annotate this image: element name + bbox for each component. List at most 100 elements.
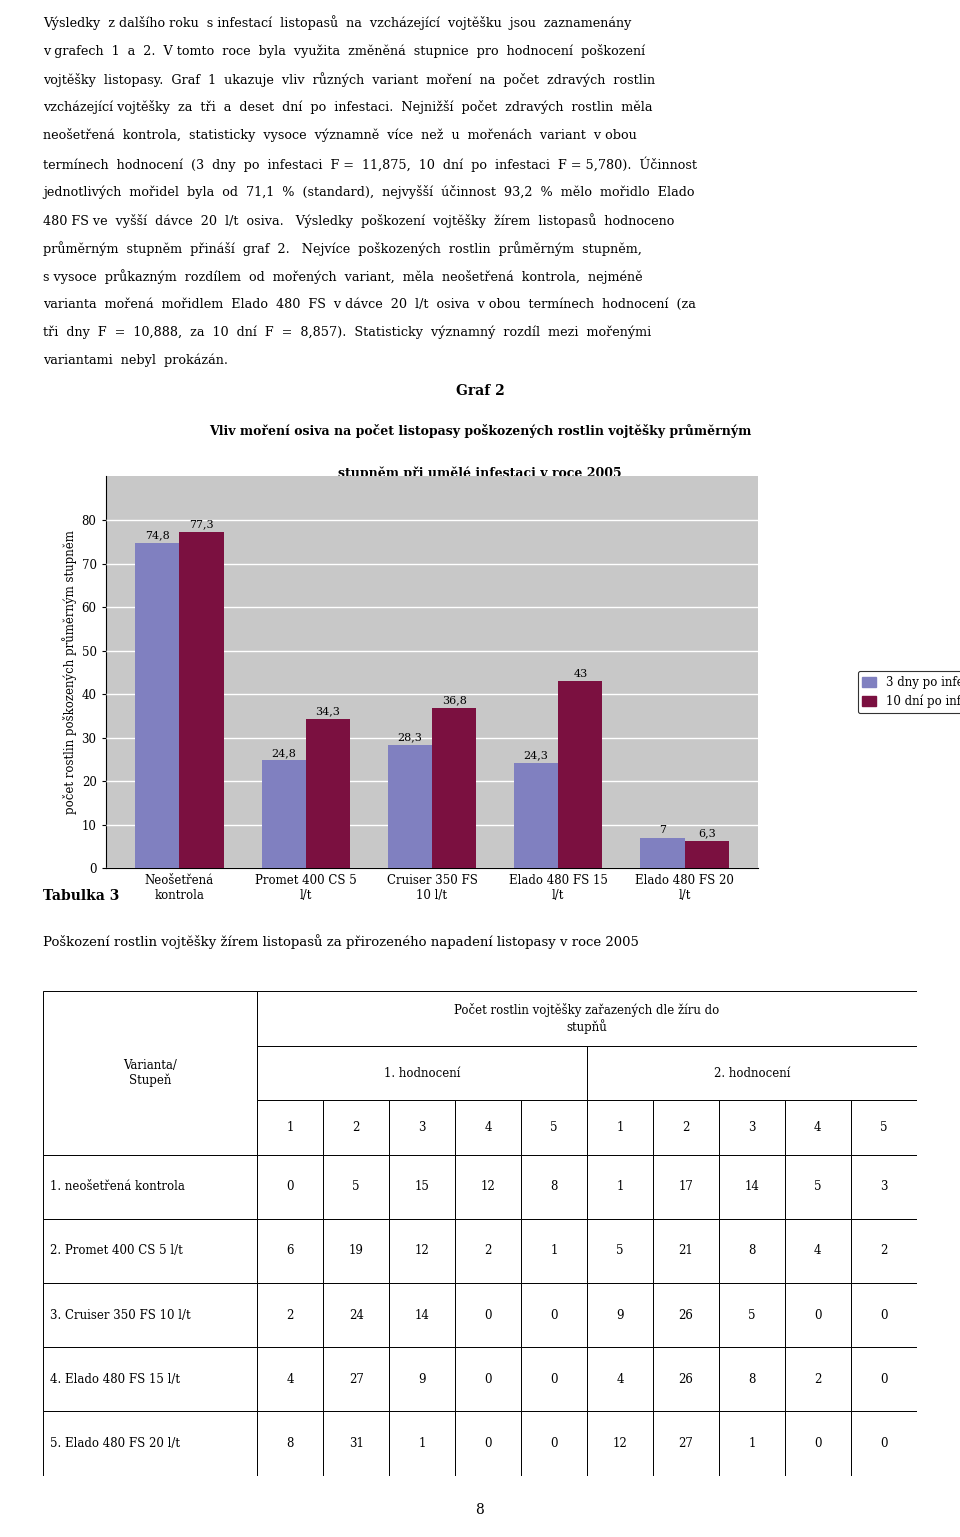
Text: 1: 1	[616, 1180, 624, 1193]
Bar	[324, 1100, 389, 1154]
Text: 31: 31	[348, 1437, 364, 1449]
Text: 0: 0	[880, 1373, 888, 1386]
Text: vzcházející vojtěšky  za  tři  a  deset  dní  po  infestaci.  Nejnižší  počet  z: vzcházející vojtěšky za tři a deset dní …	[43, 100, 653, 114]
Bar	[521, 1219, 587, 1283]
Text: 5. Elado 480 FS 20 l/t: 5. Elado 480 FS 20 l/t	[50, 1437, 180, 1449]
Text: 1. neošetřená kontrola: 1. neošetřená kontrola	[50, 1180, 185, 1193]
Text: 5: 5	[814, 1180, 822, 1193]
Text: 17: 17	[679, 1180, 693, 1193]
Text: 4: 4	[814, 1120, 822, 1134]
Text: 0: 0	[286, 1180, 294, 1193]
Text: 1: 1	[616, 1120, 624, 1134]
Text: 0: 0	[550, 1373, 558, 1386]
Legend: 3 dny po infestaci, 10 dní po infestaci: 3 dny po infestaci, 10 dní po infestaci	[857, 672, 960, 713]
Text: 4: 4	[485, 1120, 492, 1134]
Text: 4: 4	[286, 1373, 294, 1386]
Text: 77,3: 77,3	[189, 520, 214, 529]
Bar	[851, 1100, 917, 1154]
Text: 8: 8	[748, 1245, 756, 1257]
Bar	[521, 1283, 587, 1348]
Bar	[257, 1154, 324, 1219]
Bar	[521, 1348, 587, 1411]
Text: 2: 2	[880, 1245, 887, 1257]
Text: 3: 3	[419, 1120, 426, 1134]
Text: 4: 4	[616, 1373, 624, 1386]
Text: 2: 2	[485, 1245, 492, 1257]
Text: Graf 2: Graf 2	[456, 384, 504, 398]
Bar	[587, 1283, 653, 1348]
Text: varianta  mořená  mořidlem  Elado  480  FS  v dávce  20  l/t  osiva  v obou  ter: varianta mořená mořidlem Elado 480 FS v …	[43, 298, 696, 310]
Text: 24: 24	[348, 1308, 364, 1322]
Text: 6,3: 6,3	[698, 828, 715, 838]
Text: 0: 0	[814, 1308, 822, 1322]
Bar	[43, 1283, 257, 1348]
Text: 8: 8	[550, 1180, 558, 1193]
Bar	[559, 681, 603, 868]
Bar	[257, 991, 917, 1045]
Bar	[455, 1411, 521, 1476]
Text: 2: 2	[352, 1120, 360, 1134]
Text: 5: 5	[880, 1120, 888, 1134]
Text: jednotlivých  mořidel  byla  od  71,1  %  (standard),  nejvyšší  účinnost  93,2 : jednotlivých mořidel byla od 71,1 % (sta…	[43, 184, 695, 198]
Bar	[653, 1100, 719, 1154]
Bar	[719, 1283, 785, 1348]
Text: Výsledky  z dalšího roku  s infestací  listopasů  na  vzcházející  vojtěšku  jso: Výsledky z dalšího roku s infestací list…	[43, 15, 632, 31]
Bar	[389, 1154, 455, 1219]
Text: Vliv moření osiva na počet listopasy poškozených rostlin vojtěšky průměrným: Vliv moření osiva na počet listopasy poš…	[209, 424, 751, 438]
Text: průměrným  stupněm  přináší  graf  2.   Nejvíce  poškozených  rostlin  průměrným: průměrným stupněm přináší graf 2. Nejvíc…	[43, 241, 642, 257]
Text: 1: 1	[419, 1437, 426, 1449]
Text: 5: 5	[352, 1180, 360, 1193]
Text: 1. hodnocení: 1. hodnocení	[384, 1067, 460, 1079]
Text: 2: 2	[683, 1120, 689, 1134]
Bar	[257, 1348, 324, 1411]
Text: 1: 1	[550, 1245, 558, 1257]
Bar	[785, 1348, 851, 1411]
Text: 12: 12	[481, 1180, 495, 1193]
Bar	[719, 1219, 785, 1283]
Bar	[521, 1411, 587, 1476]
Bar	[455, 1283, 521, 1348]
Text: 15: 15	[415, 1180, 429, 1193]
Bar	[257, 1411, 324, 1476]
Text: 0: 0	[814, 1437, 822, 1449]
Bar	[653, 1154, 719, 1219]
Bar	[785, 1154, 851, 1219]
Text: 2: 2	[814, 1373, 822, 1386]
Bar	[514, 762, 559, 868]
Bar	[257, 1283, 324, 1348]
Text: 12: 12	[415, 1245, 429, 1257]
Text: 0: 0	[485, 1437, 492, 1449]
Text: Poškození rostlin vojtěšky žírem listopasů za přirozeného napadení listopasy v r: Poškození rostlin vojtěšky žírem listopa…	[43, 933, 639, 948]
Bar	[324, 1154, 389, 1219]
Text: 7: 7	[659, 825, 666, 835]
Text: 21: 21	[679, 1245, 693, 1257]
Text: 2. hodnocení: 2. hodnocení	[713, 1067, 790, 1079]
Text: 3: 3	[880, 1180, 888, 1193]
Text: 1: 1	[748, 1437, 756, 1449]
Text: 12: 12	[612, 1437, 628, 1449]
Text: 0: 0	[880, 1437, 888, 1449]
Bar	[389, 1283, 455, 1348]
Bar	[389, 1348, 455, 1411]
Bar	[851, 1411, 917, 1476]
Text: 5: 5	[748, 1308, 756, 1322]
Bar	[521, 1154, 587, 1219]
Text: 3. Cruiser 350 FS 10 l/t: 3. Cruiser 350 FS 10 l/t	[50, 1308, 191, 1322]
Bar	[719, 1100, 785, 1154]
Text: 14: 14	[415, 1308, 429, 1322]
Text: 19: 19	[348, 1245, 364, 1257]
Bar	[261, 761, 305, 868]
Bar	[653, 1348, 719, 1411]
Text: 27: 27	[679, 1437, 693, 1449]
Bar	[257, 1045, 587, 1100]
Text: tři  dny  F  =  10,888,  za  10  dní  F  =  8,857).  Statisticky  významný  rozd: tři dny F = 10,888, za 10 dní F = 8,857)…	[43, 326, 652, 340]
Bar	[43, 1411, 257, 1476]
Bar	[43, 1154, 257, 1219]
Bar	[587, 1219, 653, 1283]
Bar	[587, 1045, 917, 1100]
Text: 24,8: 24,8	[271, 749, 296, 758]
Bar	[257, 1100, 324, 1154]
Text: 36,8: 36,8	[442, 696, 467, 705]
Bar	[455, 1219, 521, 1283]
Text: 9: 9	[419, 1373, 426, 1386]
